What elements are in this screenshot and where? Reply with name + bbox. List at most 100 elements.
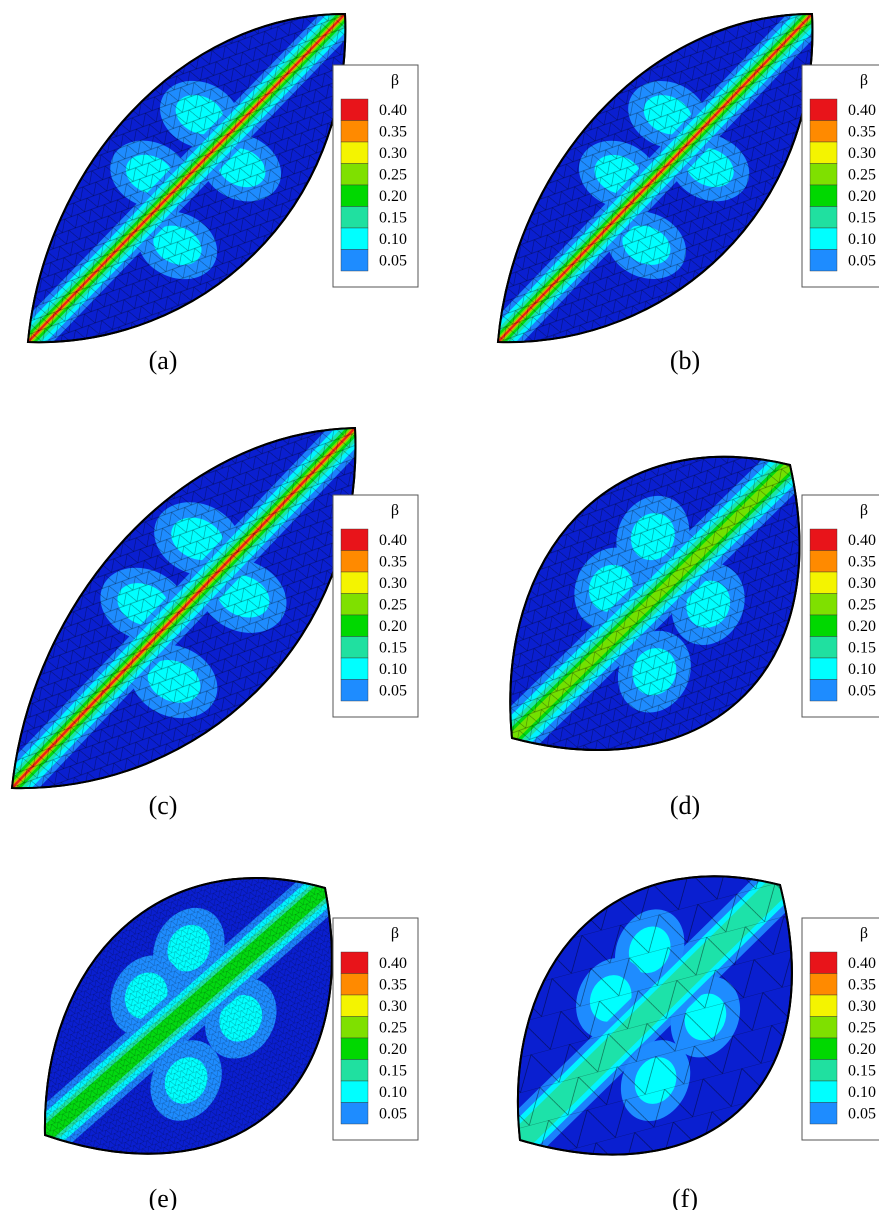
legend-swatch — [809, 636, 838, 659]
legend-label: 0.10 — [848, 231, 876, 248]
legend-title: β — [391, 502, 399, 519]
legend-swatch — [809, 98, 838, 121]
legend-label: 0.35 — [379, 977, 407, 994]
legend-swatch — [809, 141, 838, 164]
legend-label: 0.30 — [848, 998, 876, 1015]
legend-swatch — [809, 571, 838, 594]
legend-label: 0.25 — [848, 1020, 876, 1037]
mesh-outline — [516, 875, 793, 1156]
legend-title: β — [860, 502, 868, 519]
panel-caption: (d) — [670, 791, 700, 820]
legend-label: 0.25 — [848, 167, 876, 184]
legend-label: 0.20 — [848, 618, 876, 635]
legend-label: 0.40 — [848, 102, 876, 119]
legend-label: 0.40 — [848, 532, 876, 549]
legend-label: 0.10 — [379, 661, 407, 678]
legend-swatch — [340, 1102, 369, 1125]
legend-label: 0.10 — [848, 1084, 876, 1101]
legend-label: 0.20 — [848, 188, 876, 205]
mesh-outline — [509, 455, 801, 751]
legend-label: 0.10 — [848, 661, 876, 678]
legend-swatch — [340, 636, 369, 659]
mesh-outline — [10, 426, 357, 790]
legend-swatch — [340, 206, 369, 229]
legend-swatch — [340, 657, 369, 680]
legend-label: 0.25 — [379, 597, 407, 614]
legend-label: 0.40 — [379, 102, 407, 119]
legend-label: 0.35 — [379, 124, 407, 141]
legend-label: 0.30 — [379, 998, 407, 1015]
legend-label: 0.25 — [848, 597, 876, 614]
legend-swatch — [340, 550, 369, 573]
legend-swatch — [809, 163, 838, 186]
legend-label: 0.40 — [379, 532, 407, 549]
legend-swatch — [340, 614, 369, 637]
legend-label: 0.35 — [379, 554, 407, 571]
legend-title: β — [391, 925, 399, 942]
legend-label: 0.05 — [379, 683, 407, 700]
legend: β 0.40 0.35 0.30 0.25 0.20 0.15 0.10 0.05 — [332, 917, 419, 1141]
legend-label: 0.10 — [379, 1084, 407, 1101]
legend-swatch — [340, 679, 369, 702]
legend-label: 0.05 — [848, 683, 876, 700]
legend-swatch — [340, 1016, 369, 1039]
legend-swatch — [809, 973, 838, 996]
legend-swatch — [809, 1016, 838, 1039]
legend-title: β — [391, 72, 399, 89]
legend-swatch — [340, 184, 369, 207]
mesh-outline — [26, 12, 347, 344]
legend-swatch — [340, 141, 369, 164]
legend-label: 0.15 — [848, 1063, 876, 1080]
panel-caption: (c) — [149, 791, 178, 820]
legend-label: 0.35 — [848, 124, 876, 141]
legend-swatch — [340, 593, 369, 616]
legend-swatch — [340, 571, 369, 594]
legend-swatch — [809, 184, 838, 207]
panel-caption: (b) — [670, 346, 700, 375]
legend-label: 0.05 — [379, 253, 407, 270]
legend-swatch — [340, 973, 369, 996]
legend-swatch — [340, 163, 369, 186]
legend-label: 0.20 — [848, 1041, 876, 1058]
legend-swatch — [340, 98, 369, 121]
legend-label: 0.40 — [379, 955, 407, 972]
legend-label: 0.05 — [848, 1106, 876, 1123]
legend-swatch — [809, 249, 838, 272]
panel-caption: (e) — [149, 1184, 178, 1210]
legend-label: 0.15 — [379, 1063, 407, 1080]
legend-swatch — [809, 1080, 838, 1103]
legend-label: 0.20 — [379, 1041, 407, 1058]
legend-label: 0.15 — [379, 640, 407, 657]
legend-swatch — [809, 1102, 838, 1125]
legend-swatch — [340, 528, 369, 551]
legend-label: 0.35 — [848, 554, 876, 571]
legend-swatch — [809, 657, 838, 680]
legend-label: 0.35 — [848, 977, 876, 994]
legend-swatch — [809, 550, 838, 573]
panel-caption: (f) — [672, 1184, 698, 1210]
legend-label: 0.40 — [848, 955, 876, 972]
legend-label: 0.30 — [379, 145, 407, 162]
legend-swatch — [340, 1059, 369, 1082]
legend-title: β — [860, 925, 868, 942]
legend: β 0.40 0.35 0.30 0.25 0.20 0.15 0.10 0.05 — [801, 494, 879, 718]
legend-label: 0.15 — [379, 210, 407, 227]
legend-swatch — [809, 1059, 838, 1082]
legend-swatch — [809, 951, 838, 974]
legend-swatch — [340, 1080, 369, 1103]
legend: β 0.40 0.35 0.30 0.25 0.20 0.15 0.10 0.05 — [332, 64, 419, 288]
legend-label: 0.25 — [379, 167, 407, 184]
mesh-outline — [496, 12, 814, 344]
legend-swatch — [340, 951, 369, 974]
legend-swatch — [809, 614, 838, 637]
legend-swatch — [809, 1037, 838, 1060]
legend-label: 0.05 — [379, 1106, 407, 1123]
legend-swatch — [809, 994, 838, 1017]
